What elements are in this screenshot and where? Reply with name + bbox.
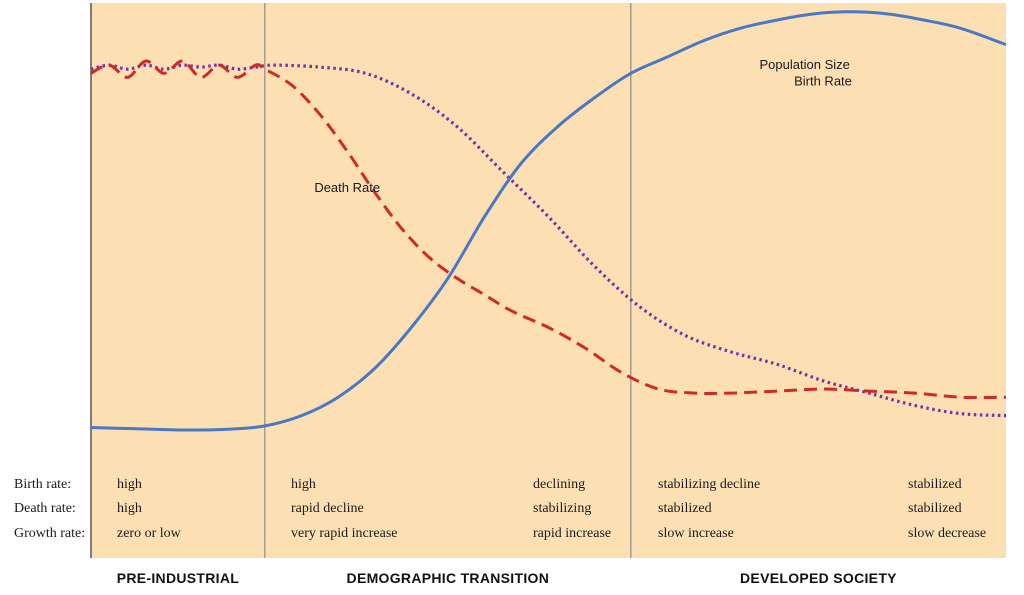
birth-rate-line: [90, 63, 1007, 418]
stage-label-developed-society: DEVELOPED SOCIETY: [740, 570, 897, 586]
birth-rate-cell-3: declining: [533, 477, 585, 492]
curve-labels: Birth Rate Death Rate Population Size: [314, 57, 852, 195]
population-size-line: [90, 10, 1007, 432]
birth-rate-cell-1: high: [117, 477, 142, 492]
birth-rate-cell-5: stabilized: [908, 477, 962, 492]
stage-dividers: [264, 3, 632, 558]
growth-rate-cell-1: zero or low: [117, 526, 182, 541]
stage-label-demographic-transition: DEMOGRAPHIC TRANSITION: [347, 570, 550, 586]
curves: [90, 10, 1007, 432]
growth-rate-cell-4: slow increase: [658, 526, 734, 541]
population-size-label: Population Size: [760, 57, 850, 72]
death-rate-line: [90, 59, 1007, 400]
birth-rate-label: Birth Rate: [794, 74, 852, 89]
growth-rate-cell-5: slow decrease: [908, 526, 986, 541]
death-rate-label: Death Rate: [314, 180, 380, 195]
death-rate-cell-5: stabilized: [908, 501, 962, 516]
death-rate-cell-3: stabilizing: [533, 501, 591, 516]
birth-rate-row-label: Birth rate:: [14, 477, 71, 492]
stage-label-pre-industrial: PRE-INDUSTRIAL: [117, 570, 240, 586]
growth-rate-cell-2: very rapid increase: [291, 526, 398, 541]
stage-characteristics: high high declining stabilizing decline stab…: [117, 477, 986, 541]
stage-labels: PRE-INDUSTRIAL DEMOGRAPHIC TRANSITION DEVE…: [117, 570, 897, 586]
growth-rate-cell-3: rapid increase: [533, 526, 611, 541]
death-rate-cell-1: high: [117, 501, 142, 516]
row-labels: Birth rate: Death rate: Growth rate:: [14, 477, 85, 541]
death-rate-cell-2: rapid decline: [291, 501, 364, 516]
death-rate-row-label: Death rate:: [14, 501, 76, 516]
plot-background: [91, 3, 1006, 558]
growth-rate-row-label: Growth rate:: [14, 526, 85, 541]
death-rate-cell-4: stabilized: [658, 501, 712, 516]
birth-rate-cell-2: high: [291, 477, 316, 492]
birth-rate-cell-4: stabilizing decline: [658, 477, 760, 492]
